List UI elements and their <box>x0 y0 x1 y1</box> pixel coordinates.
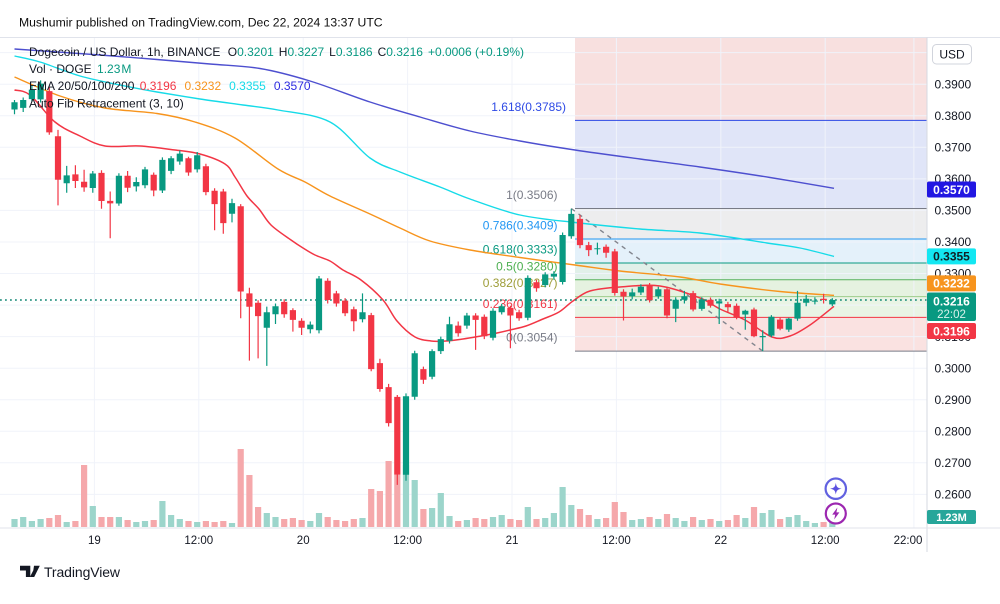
svg-text:19: 19 <box>88 535 101 547</box>
svg-text:0.3196: 0.3196 <box>933 324 970 338</box>
svg-text:0.3400: 0.3400 <box>935 235 972 249</box>
svg-text:1(0.3506): 1(0.3506) <box>506 188 557 202</box>
svg-text:USD: USD <box>939 48 965 62</box>
svg-text:0.786(0.3409): 0.786(0.3409) <box>483 219 558 233</box>
svg-text:12:00: 12:00 <box>811 535 840 547</box>
svg-text:0.3900: 0.3900 <box>935 77 972 91</box>
svg-text:0.618(0.3333): 0.618(0.3333) <box>483 243 558 257</box>
svg-text:22:02: 22:02 <box>937 309 966 321</box>
svg-text:Mushumir published on TradingV: Mushumir published on TradingView.com, D… <box>19 16 383 30</box>
svg-text:0.3216: 0.3216 <box>933 294 970 308</box>
svg-text:0.2700: 0.2700 <box>935 456 972 470</box>
svg-text:Auto Fib Retracement (3, 10): Auto Fib Retracement (3, 10) <box>29 97 184 111</box>
svg-text:0.3800: 0.3800 <box>935 109 972 123</box>
svg-text:21: 21 <box>506 535 519 547</box>
svg-text:0.3500: 0.3500 <box>935 204 972 218</box>
svg-text:TradingView: TradingView <box>44 564 121 580</box>
svg-text:0.5(0.3280): 0.5(0.3280) <box>496 259 557 273</box>
svg-text:0.3355: 0.3355 <box>933 250 970 264</box>
svg-text:0.3232: 0.3232 <box>933 277 970 291</box>
svg-text:12:00: 12:00 <box>393 535 422 547</box>
svg-text:0(0.3054): 0(0.3054) <box>506 331 557 345</box>
svg-text:1.618(0.3785): 1.618(0.3785) <box>491 100 566 114</box>
svg-text:0.3700: 0.3700 <box>935 141 972 155</box>
svg-text:0.3570: 0.3570 <box>933 183 970 197</box>
svg-text:Vol · DOGE 1.23M: Vol · DOGE 1.23M <box>29 62 131 76</box>
svg-text:0.2900: 0.2900 <box>935 393 972 407</box>
svg-text:12:00: 12:00 <box>602 535 631 547</box>
svg-text:0.2600: 0.2600 <box>935 488 972 502</box>
svg-text:22:00: 22:00 <box>894 535 923 547</box>
svg-text:1.23M: 1.23M <box>936 512 967 524</box>
svg-text:12:00: 12:00 <box>184 535 213 547</box>
svg-text:22: 22 <box>714 535 727 547</box>
svg-text:20: 20 <box>297 535 310 547</box>
svg-text:0.2800: 0.2800 <box>935 425 972 439</box>
svg-text:0.3000: 0.3000 <box>935 361 972 375</box>
svg-text:0.236(0.3161): 0.236(0.3161) <box>483 297 558 311</box>
